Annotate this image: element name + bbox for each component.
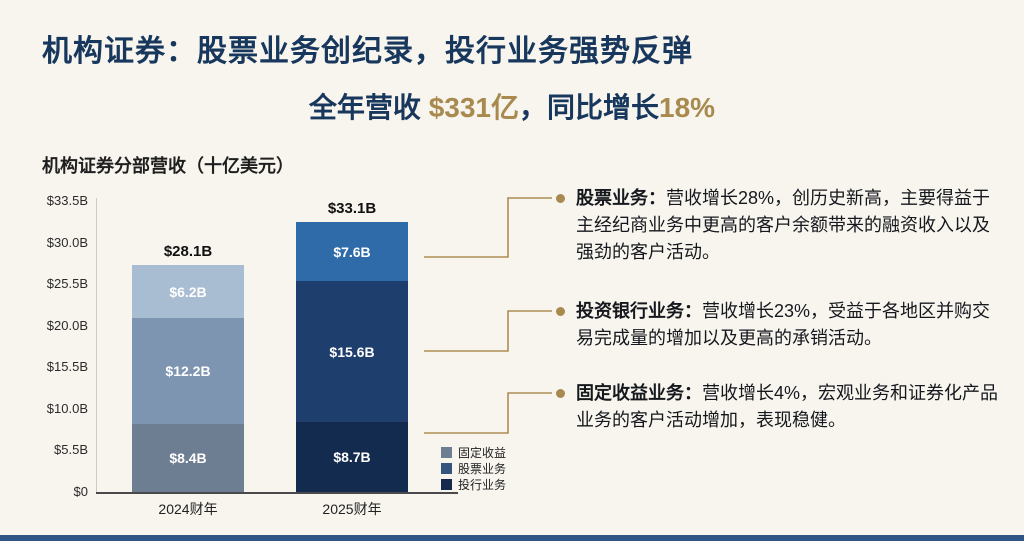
subtitle-revenue-prefix: 全年营收 bbox=[308, 92, 429, 123]
chart-legend: 固定收益 股票业务 投行业务 bbox=[441, 444, 506, 492]
bullet-equities-text: 营收增长28%，创历史新高，主要得益于主经纪商业务中更高的客户余额带来的融资收入… bbox=[576, 188, 991, 262]
page-title: 机构证券：股票业务创纪录，投行业务强势反弹 bbox=[42, 35, 693, 68]
bar-2024-total-label: $28.1B bbox=[163, 243, 213, 260]
bullet-equities-lead: 股票业务： bbox=[576, 188, 666, 208]
y-tick-25-5: $25.5B bbox=[46, 276, 88, 291]
x-label-2024: 2024财年 bbox=[158, 501, 218, 517]
legend-item-fixed-income: 固定收益 bbox=[441, 444, 506, 460]
connector-investment-banking bbox=[424, 310, 552, 352]
bullet-investment-banking-text: 营收增长23%，受益于各地区并购交易完成量的增加以及更高的承销活动。 bbox=[576, 301, 991, 348]
bar-2024: $6.2B $12.2B $8.4B bbox=[132, 265, 244, 492]
bullet-fixed-income-text: 营收增长4%，宏观业务和证券化产品业务的客户活动增加，表现稳健。 bbox=[576, 383, 999, 430]
segment-value-label: $15.6B bbox=[329, 343, 375, 360]
subtitle-revenue-value: $331亿 bbox=[428, 92, 519, 123]
bar-2025-segment-equities: $15.6B bbox=[296, 281, 408, 422]
bullet-equities: 股票业务：营收增长28%，创历史新高，主要得益于主经纪商业务中更高的客户余额带来… bbox=[556, 185, 1000, 266]
x-label-2025: 2025财年 bbox=[322, 501, 382, 517]
segment-value-label: $6.2B bbox=[169, 283, 207, 300]
legend-label-investment-banking: 投行业务 bbox=[458, 477, 507, 492]
legend-swatch-investment-banking bbox=[441, 478, 452, 490]
y-tick-30-0: $30.0B bbox=[46, 235, 88, 250]
bullet-investment-banking: 投资银行业务：营收增长23%，受益于各地区并购交易完成量的增加以及更高的承销活动… bbox=[556, 298, 1000, 352]
subtitle-growth-value: 18% bbox=[659, 92, 716, 123]
bar-2024-segment-fixed-income: $8.4B bbox=[132, 424, 244, 492]
chart-title: 机构证券分部营收（十亿美元） bbox=[42, 156, 294, 176]
legend-label-fixed-income: 固定收益 bbox=[458, 445, 507, 460]
bar-2025: $7.6B $15.6B $8.7B bbox=[296, 222, 408, 492]
bar-2025-segment-fixed-income: $8.7B bbox=[296, 422, 408, 492]
bullet-dot-icon bbox=[556, 194, 565, 203]
y-tick-5-5: $5.5B bbox=[54, 442, 88, 457]
y-tick-33-5: $33.5B bbox=[46, 193, 88, 208]
legend-swatch-fixed-income bbox=[441, 446, 452, 458]
bullet-fixed-income-lead: 固定收益业务： bbox=[576, 383, 702, 403]
y-tick-20-0: $20.0B bbox=[46, 318, 88, 333]
subtitle-growth-prefix: ，同比增长 bbox=[519, 92, 660, 123]
connector-fixed-income bbox=[424, 392, 552, 434]
legend-item-equities: 股票业务 bbox=[441, 460, 506, 476]
bullet-dot-icon bbox=[556, 307, 565, 316]
segment-value-label: $12.2B bbox=[165, 363, 211, 379]
segment-value-label: $7.6B bbox=[333, 243, 371, 260]
y-axis-line bbox=[96, 198, 97, 492]
legend-swatch-equities bbox=[441, 462, 452, 474]
bullet-fixed-income: 固定收益业务：营收增长4%，宏观业务和证券化产品业务的客户活动增加，表现稳健。 bbox=[556, 380, 1000, 434]
y-tick-0: $0 bbox=[73, 484, 88, 499]
page-subtitle: 全年营收 $331亿，同比增长18% bbox=[0, 86, 1024, 126]
y-tick-10-0: $10.0B bbox=[46, 401, 88, 416]
x-axis-line bbox=[96, 492, 458, 494]
y-tick-15-5: $15.5B bbox=[46, 359, 88, 374]
segment-value-label: $8.7B bbox=[333, 449, 371, 465]
bar-2024-segment-equities: $12.2B bbox=[132, 318, 244, 424]
footer-accent-bar bbox=[0, 535, 1024, 541]
bar-2024-segment-investment-banking: $6.2B bbox=[132, 265, 244, 318]
legend-item-investment-banking: 投行业务 bbox=[441, 476, 506, 492]
connector-equities bbox=[424, 197, 552, 258]
bullet-investment-banking-lead: 投资银行业务： bbox=[576, 301, 702, 321]
segment-value-label: $8.4B bbox=[169, 450, 207, 466]
bar-2025-segment-investment-banking: $7.6B bbox=[296, 222, 408, 281]
bar-2025-total-label: $33.1B bbox=[327, 200, 377, 217]
legend-label-equities: 股票业务 bbox=[458, 461, 507, 476]
bullet-dot-icon bbox=[556, 389, 565, 398]
